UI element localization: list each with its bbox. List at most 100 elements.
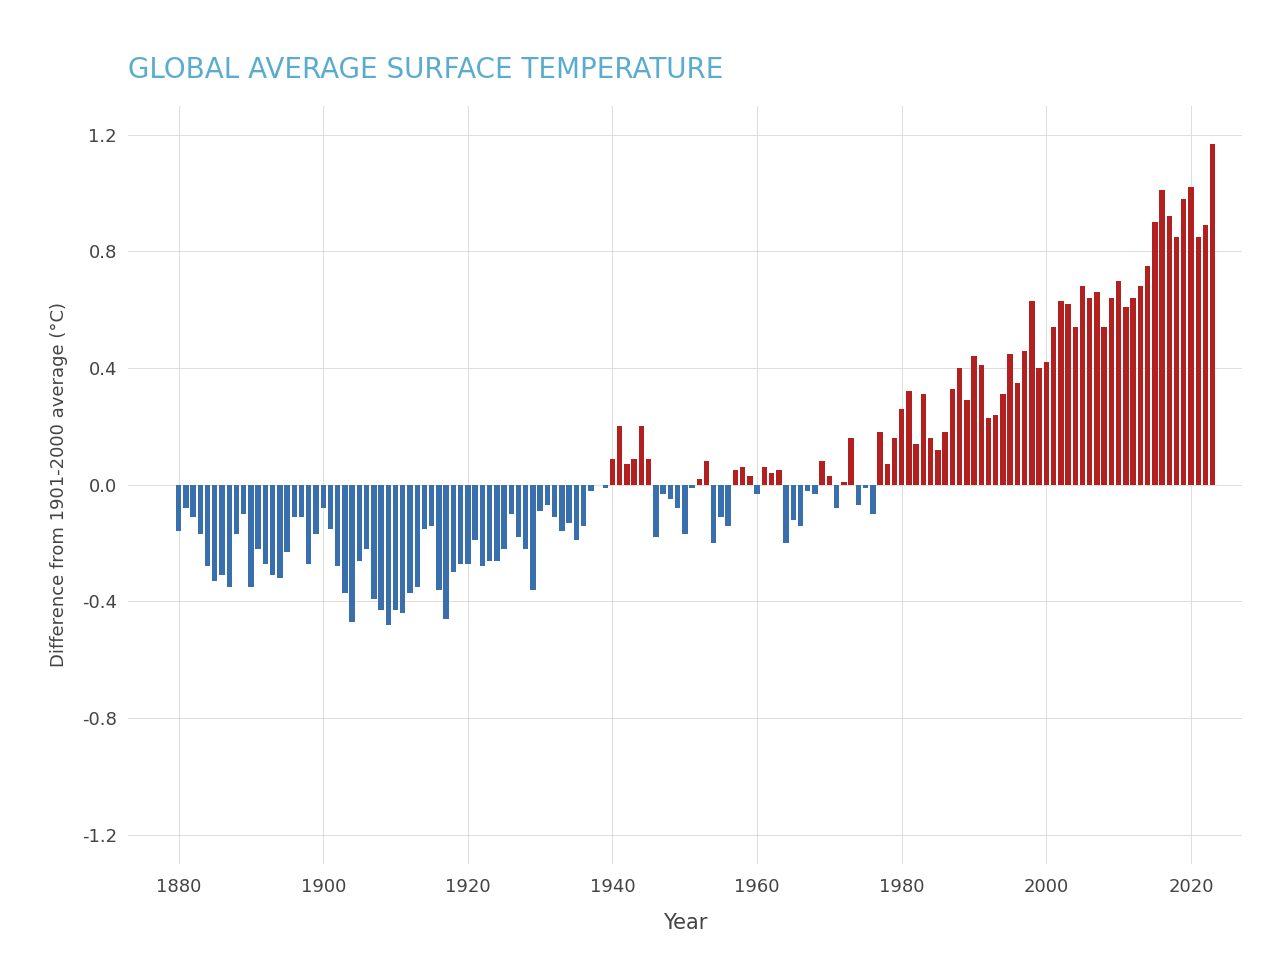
Bar (1102, 327, 1107, 485)
Bar (827, 476, 832, 485)
Bar (710, 485, 717, 543)
Text: GLOBAL AVERAGE SURFACE TEMPERATURE: GLOBAL AVERAGE SURFACE TEMPERATURE (128, 56, 723, 84)
Bar (436, 485, 442, 589)
Bar (342, 485, 348, 592)
Bar (234, 485, 239, 535)
Bar (748, 476, 753, 485)
Bar (972, 356, 977, 485)
Bar (1203, 226, 1208, 485)
Bar (335, 485, 340, 566)
Bar (1059, 301, 1064, 485)
Bar (357, 485, 362, 561)
Bar (183, 485, 188, 508)
Bar (835, 485, 840, 508)
Bar (1166, 216, 1172, 485)
Bar (653, 485, 659, 538)
Bar (1015, 383, 1020, 485)
Bar (769, 473, 774, 485)
Bar (443, 485, 449, 619)
Bar (385, 485, 390, 625)
Bar (675, 485, 680, 508)
Bar (451, 485, 456, 572)
Bar (429, 485, 434, 526)
Bar (884, 465, 890, 485)
Bar (726, 485, 731, 526)
Bar (1188, 187, 1194, 485)
Bar (1210, 144, 1216, 485)
Bar (1160, 190, 1165, 485)
Bar (212, 485, 218, 581)
Bar (906, 392, 911, 485)
Bar (609, 459, 616, 485)
Bar (668, 485, 673, 499)
Bar (415, 485, 420, 587)
Bar (1087, 299, 1092, 485)
Bar (538, 485, 543, 511)
Bar (704, 462, 709, 485)
Bar (625, 465, 630, 485)
Bar (1037, 368, 1042, 485)
Bar (552, 485, 557, 516)
Bar (298, 485, 305, 516)
Bar (1181, 199, 1187, 485)
Bar (892, 438, 897, 485)
Bar (422, 485, 428, 529)
Y-axis label: Difference from 1901-2000 average (°C): Difference from 1901-2000 average (°C) (50, 302, 68, 667)
Bar (1021, 350, 1028, 485)
Bar (1138, 286, 1143, 485)
Bar (855, 485, 861, 505)
Bar (936, 450, 941, 485)
Bar (465, 485, 471, 564)
Bar (1094, 292, 1100, 485)
Bar (393, 485, 398, 611)
Bar (776, 470, 782, 485)
X-axis label: Year: Year (663, 913, 707, 932)
Bar (516, 485, 521, 538)
Bar (1196, 237, 1201, 485)
Bar (1130, 299, 1135, 485)
Bar (197, 485, 204, 535)
Bar (1152, 223, 1157, 485)
Bar (545, 485, 550, 505)
Bar (1116, 280, 1121, 485)
Bar (646, 459, 652, 485)
Bar (486, 485, 493, 561)
Bar (566, 485, 572, 523)
Bar (690, 485, 695, 488)
Bar (262, 485, 268, 564)
Bar (964, 400, 969, 485)
Bar (942, 432, 947, 485)
Bar (494, 485, 499, 561)
Bar (219, 485, 225, 575)
Bar (1073, 327, 1078, 485)
Bar (660, 485, 666, 493)
Bar (1029, 301, 1034, 485)
Bar (732, 470, 739, 485)
Bar (849, 438, 854, 485)
Bar (278, 485, 283, 578)
Bar (227, 485, 232, 587)
Bar (256, 485, 261, 549)
Bar (957, 368, 963, 485)
Bar (205, 485, 210, 566)
Bar (573, 485, 579, 540)
Bar (524, 485, 529, 549)
Bar (328, 485, 333, 529)
Bar (1065, 304, 1071, 485)
Bar (379, 485, 384, 611)
Bar (241, 485, 247, 514)
Bar (320, 485, 326, 508)
Bar (270, 485, 275, 575)
Bar (870, 485, 876, 514)
Bar (407, 485, 412, 592)
Bar (1051, 327, 1056, 485)
Bar (899, 409, 905, 485)
Bar (581, 485, 586, 526)
Bar (1108, 299, 1114, 485)
Bar (349, 485, 355, 622)
Bar (175, 485, 182, 532)
Bar (682, 485, 687, 535)
Bar (791, 485, 796, 519)
Bar (1007, 353, 1012, 485)
Bar (986, 418, 991, 485)
